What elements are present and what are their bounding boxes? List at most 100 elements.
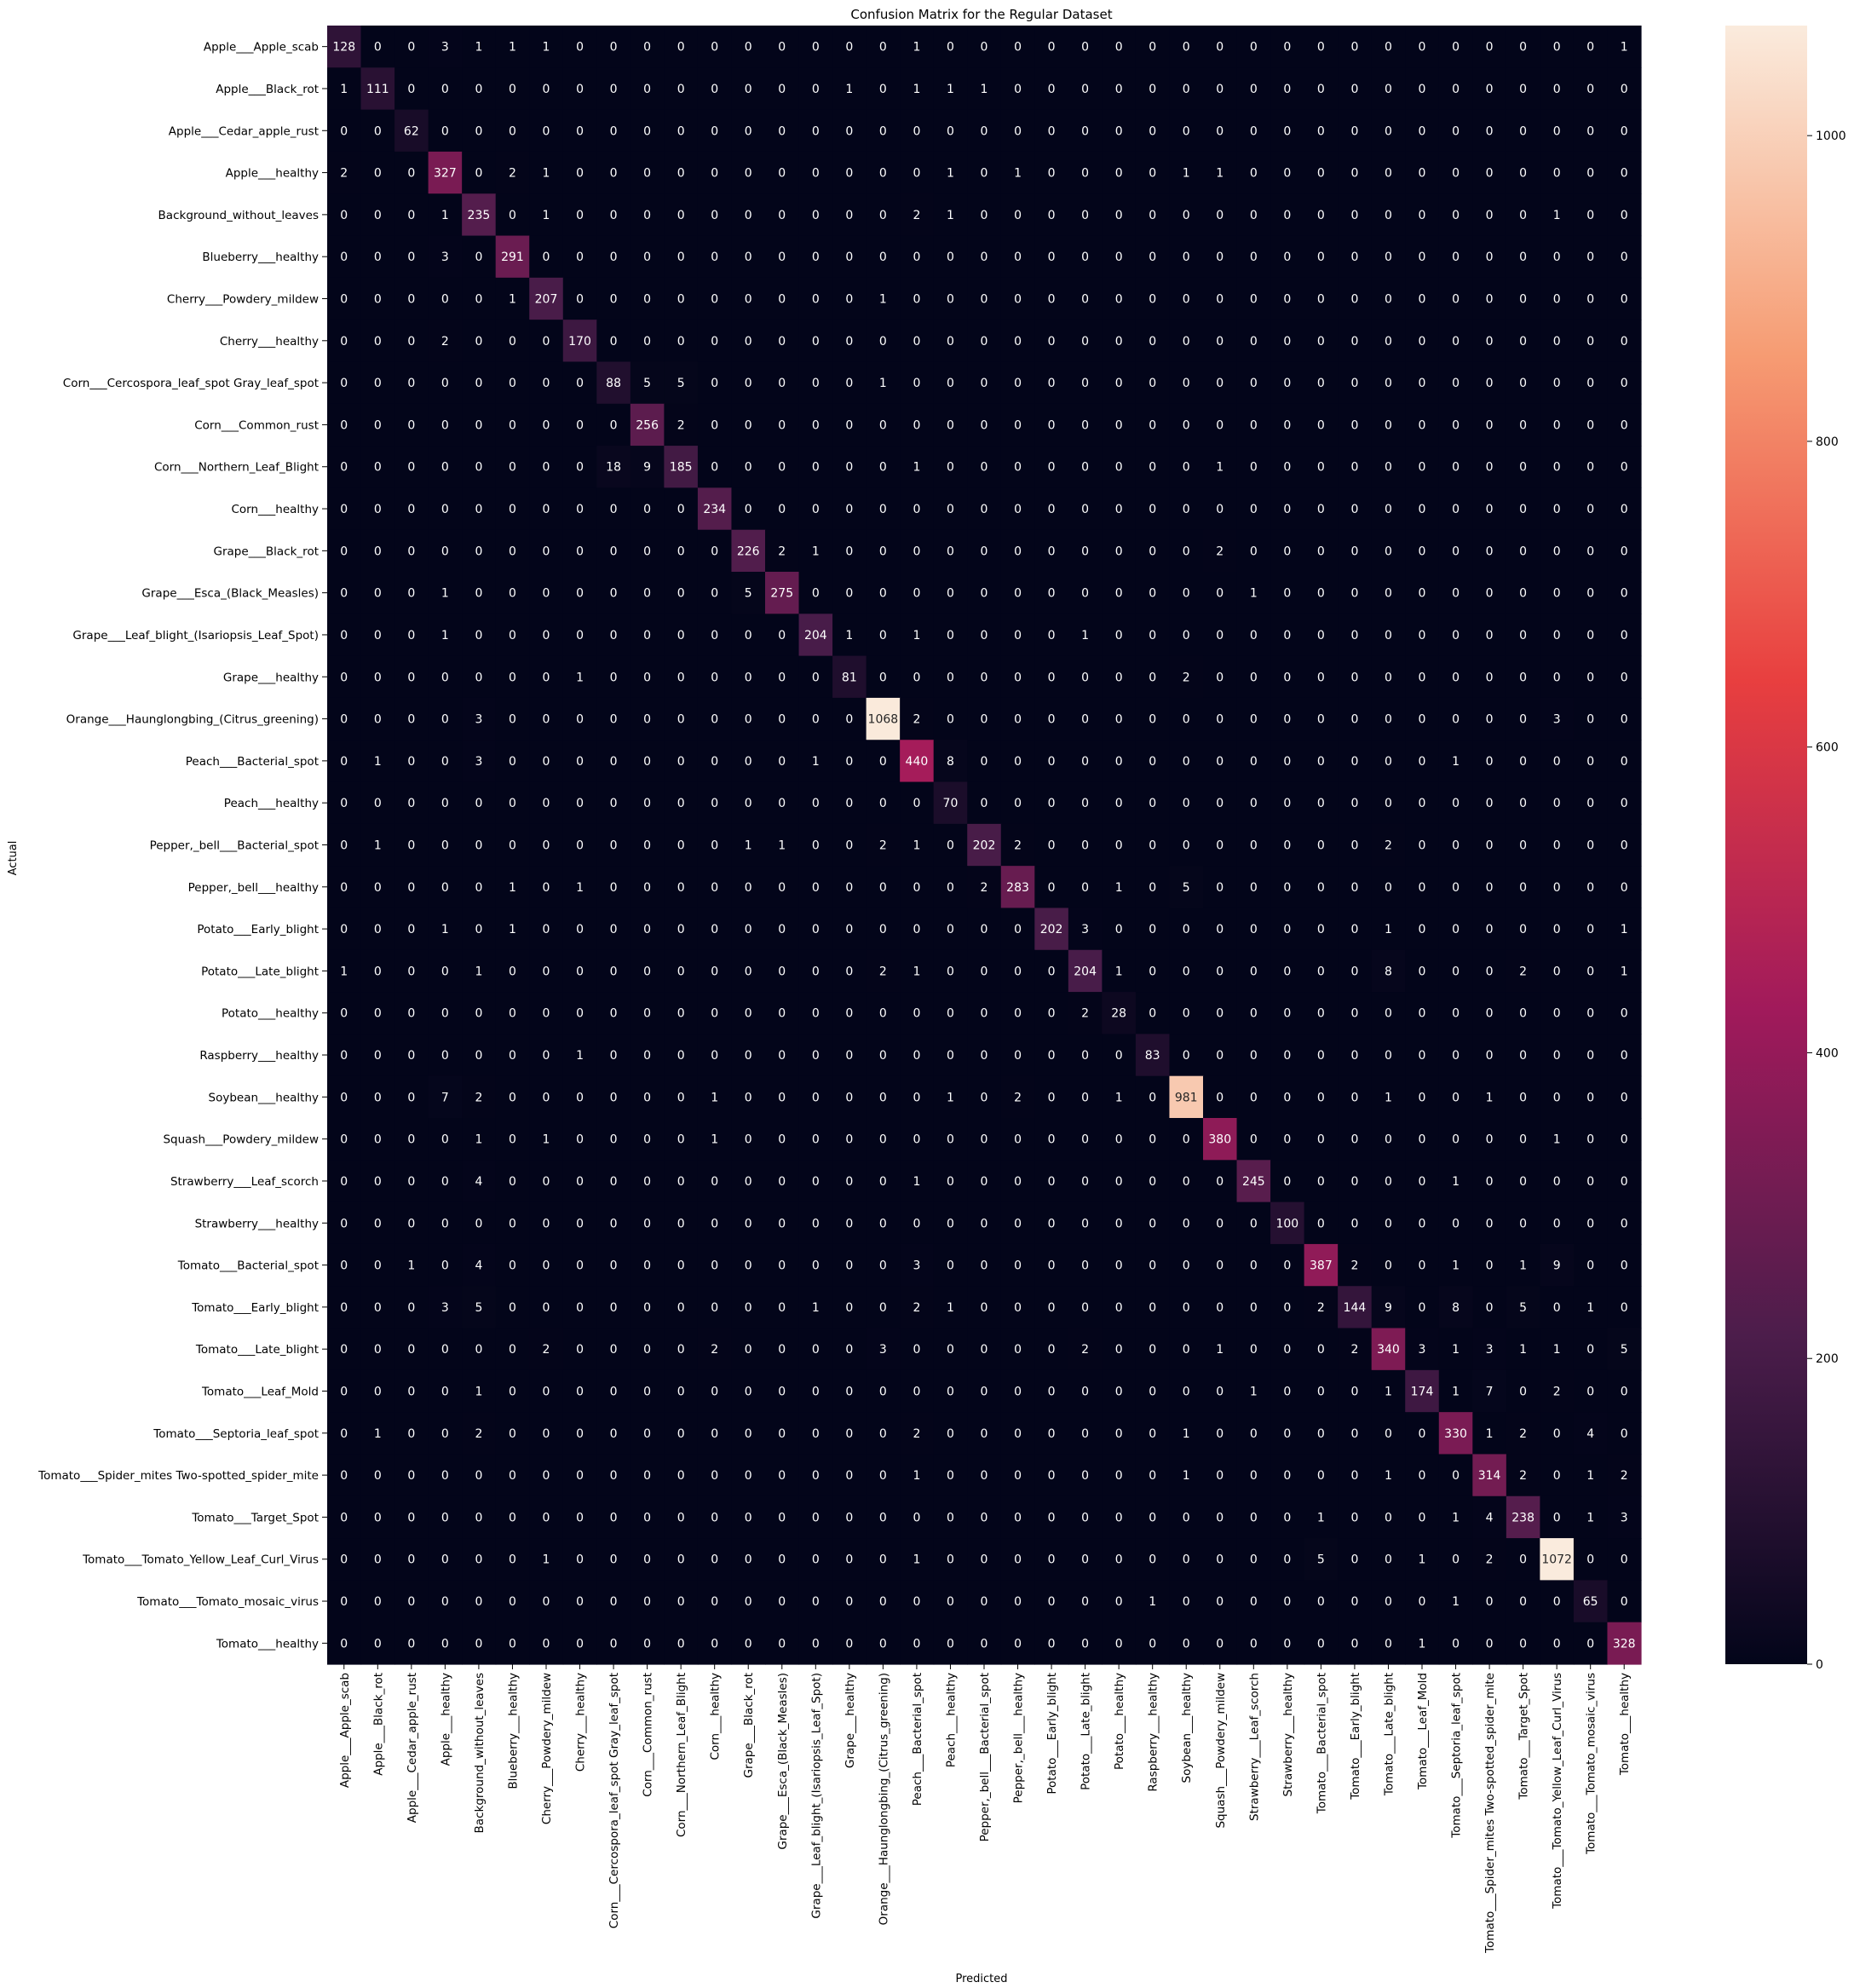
- cell-value-label: 0: [374, 209, 382, 222]
- cell-value-label: 0: [1452, 418, 1460, 432]
- heatmap-cell: [1506, 908, 1540, 951]
- cell-value-label: 0: [1317, 713, 1325, 727]
- cell-value-label: 0: [610, 293, 618, 307]
- cell-value-label: 0: [543, 1301, 550, 1315]
- cell-value-label: 0: [1250, 965, 1258, 978]
- cell-value-label: 0: [812, 1637, 820, 1651]
- cell-value-label: 1: [913, 83, 920, 96]
- heatmap-cell: [1102, 866, 1137, 909]
- heatmap-cell: [1270, 1622, 1305, 1665]
- heatmap-cell: [1135, 67, 1171, 111]
- heatmap-cell: [1607, 151, 1642, 194]
- heatmap-cell: [327, 1622, 362, 1665]
- cell-value-label: 0: [1115, 83, 1123, 96]
- heatmap-cell: [1203, 193, 1238, 237]
- heatmap-cell: [967, 1034, 1002, 1077]
- cell-value-label: 0: [981, 965, 988, 978]
- cell-value-label: 0: [643, 923, 651, 936]
- cell-value-label: 0: [745, 83, 752, 96]
- cell-value-label: 0: [1350, 587, 1358, 601]
- heatmap-cell: [664, 949, 699, 993]
- heatmap-cell: [1338, 529, 1373, 573]
- heatmap-cell: [1102, 655, 1137, 699]
- cell-value-label: 0: [677, 335, 685, 349]
- heatmap-cell: [630, 1328, 665, 1371]
- heatmap-cell: [1338, 866, 1373, 909]
- cell-value-label: 2: [1486, 1553, 1494, 1567]
- cell-value-label: 0: [1419, 83, 1426, 96]
- cell-value-label: 0: [947, 1175, 954, 1189]
- cell-value-label: 0: [745, 503, 752, 516]
- heatmap-cell: [1135, 193, 1171, 237]
- heatmap-cell: [832, 403, 867, 447]
- cell-value-label: 0: [1385, 124, 1392, 138]
- heatmap-cell: [1607, 572, 1642, 614]
- cell-value-label: 2: [677, 418, 685, 432]
- heatmap-cell: [562, 697, 597, 740]
- cell-value-label: 0: [1283, 124, 1291, 138]
- cell-value-label: 0: [1014, 1427, 1022, 1441]
- x-tick-label-grape-black-rot: Grape___Black_rot: [742, 1673, 756, 1778]
- heatmap-cell: [697, 529, 733, 573]
- cell-value-label: 0: [677, 713, 685, 727]
- cell-value-label: 0: [1586, 1091, 1594, 1104]
- colorbar-tick-label: 600: [1816, 741, 1839, 755]
- cell-value-label: 0: [1553, 1049, 1561, 1063]
- heatmap-cell: [1068, 235, 1103, 279]
- cell-value-label: 0: [543, 461, 550, 475]
- heatmap-cell: [900, 1034, 935, 1077]
- cell-value-label: 0: [610, 335, 618, 349]
- cell-value-label: 0: [1250, 545, 1258, 558]
- heatmap-cell: [462, 1034, 497, 1077]
- heatmap-cell: [327, 1328, 362, 1371]
- x-tick-label-tomato-early-blight: Tomato___Early_blight: [1349, 1673, 1362, 1801]
- heatmap-cell: [1034, 1286, 1069, 1329]
- cell-value-label: 0: [1014, 629, 1022, 642]
- heatmap-cell: [394, 908, 429, 951]
- cell-value-label: 0: [1048, 671, 1056, 684]
- cell-value-label: 0: [1115, 1175, 1123, 1189]
- heatmap-cell: [1371, 1243, 1406, 1287]
- cell-value-label: 0: [475, 797, 482, 810]
- heatmap-cell: [731, 823, 766, 867]
- heatmap-cell: [1506, 151, 1540, 194]
- cell-value-label: 0: [1350, 251, 1358, 264]
- heatmap-cell: [1338, 67, 1373, 111]
- heatmap-cell: [394, 1369, 429, 1413]
- heatmap-cell: [1236, 697, 1271, 740]
- cell-value-label: 387: [1310, 1259, 1333, 1273]
- cell-value-label: 0: [1014, 1511, 1022, 1524]
- cell-value-label: 2: [778, 545, 786, 558]
- cell-value-label: 1: [812, 545, 820, 558]
- heatmap-cell: [1203, 1243, 1238, 1287]
- heatmap-cell: [697, 1328, 733, 1371]
- heatmap-cell: [428, 1538, 463, 1581]
- cell-value-label: 0: [407, 587, 415, 601]
- cell-value-label: 0: [677, 83, 685, 96]
- heatmap-cell: [933, 320, 968, 363]
- heatmap-cell: [1169, 151, 1204, 194]
- heatmap-cell: [866, 109, 901, 153]
- heatmap-cell: [1102, 614, 1137, 657]
- heatmap-cell: [1068, 572, 1103, 614]
- heatmap-cell: [900, 1118, 935, 1161]
- cell-value-label: 0: [947, 1007, 954, 1021]
- cell-value-label: 1: [340, 83, 348, 96]
- heatmap-cell: [1472, 361, 1507, 405]
- cell-value-label: 0: [1385, 41, 1392, 55]
- cell-value-label: 7: [1486, 1386, 1494, 1399]
- cell-value-label: 0: [1519, 41, 1527, 55]
- heatmap-cell: [428, 1369, 463, 1413]
- heatmap-cell: [428, 1243, 463, 1287]
- cell-value-label: 0: [1115, 1469, 1123, 1483]
- cell-value-label: 0: [1149, 1637, 1156, 1651]
- heatmap-cell: [1169, 529, 1204, 573]
- cell-value-label: 0: [1115, 1343, 1123, 1357]
- cell-value-label: 0: [1486, 965, 1494, 978]
- heatmap-cell: [428, 1201, 463, 1245]
- cell-value-label: 0: [711, 1217, 718, 1230]
- cell-value-label: 0: [745, 1301, 752, 1315]
- cell-value-label: 0: [745, 1217, 752, 1230]
- cell-value-label: 0: [1283, 839, 1291, 853]
- heatmap-cell: [933, 1034, 968, 1077]
